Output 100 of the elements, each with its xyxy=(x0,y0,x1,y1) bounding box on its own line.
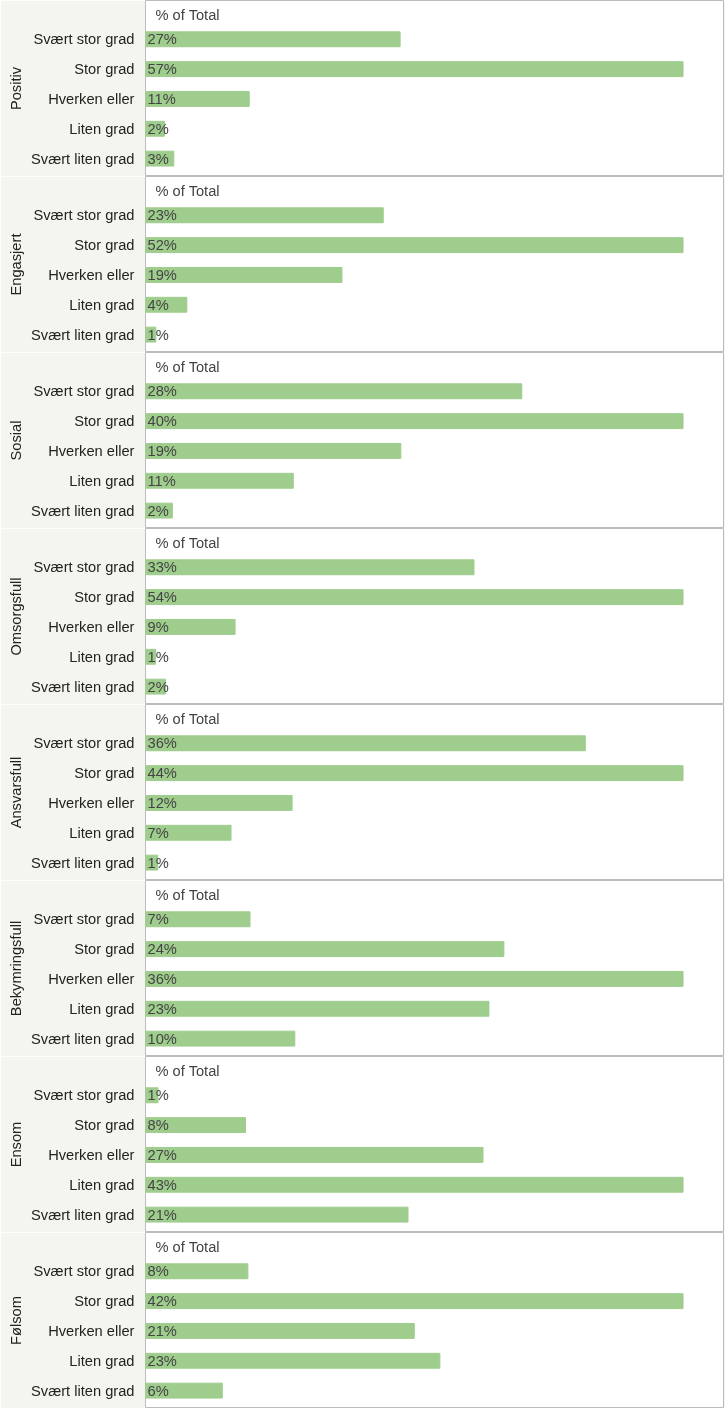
data-label: 57% xyxy=(147,61,177,78)
data-label: 36% xyxy=(147,970,177,987)
bar xyxy=(145,794,293,811)
bar xyxy=(145,911,251,928)
y-tick-label: Svært stor grad xyxy=(33,911,135,928)
data-label: 43% xyxy=(147,1176,177,1193)
data-label: 1% xyxy=(147,1087,169,1104)
bar xyxy=(145,735,586,752)
x-axis-title: % of Total xyxy=(155,1238,220,1255)
data-label: 10% xyxy=(147,1030,177,1047)
bar xyxy=(145,1117,247,1134)
x-axis-title: % of Total xyxy=(155,182,220,199)
data-label: 27% xyxy=(147,31,177,48)
bar xyxy=(145,941,505,958)
data-label: 11% xyxy=(147,472,176,489)
bar xyxy=(145,61,684,78)
y-tick-label: Svært stor grad xyxy=(33,559,135,576)
y-tick-label: Hverken eller xyxy=(48,266,135,283)
x-axis-title: % of Total xyxy=(155,358,220,375)
data-label: 7% xyxy=(147,824,169,841)
y-tick-label: Liten grad xyxy=(69,824,135,841)
data-label: 12% xyxy=(147,794,177,811)
data-label: 4% xyxy=(147,296,169,313)
text: Ansvarsfull xyxy=(7,756,24,829)
y-tick-label: Stor grad xyxy=(74,1293,135,1310)
data-label: 33% xyxy=(147,559,177,576)
y-tick-label: Stor grad xyxy=(74,237,135,254)
x-axis-title: % of Total xyxy=(155,1062,220,1079)
data-label: 36% xyxy=(147,735,177,752)
bar xyxy=(145,1382,223,1399)
y-tick-label: Hverken eller xyxy=(48,90,135,107)
data-label: 23% xyxy=(147,207,177,224)
y-tick-label: Hverken eller xyxy=(48,1146,135,1163)
data-label: 8% xyxy=(147,1117,169,1134)
bar xyxy=(145,207,384,224)
data-label: 11% xyxy=(147,90,176,107)
text: Positiv xyxy=(7,66,24,111)
y-tick-label: Hverken eller xyxy=(48,442,135,459)
bar xyxy=(145,1293,684,1310)
y-tick-label: Stor grad xyxy=(74,61,135,78)
data-label: 21% xyxy=(147,1322,177,1339)
y-tick-label: Svært liten grad xyxy=(31,854,135,871)
bar xyxy=(145,970,684,987)
bar xyxy=(145,559,475,576)
y-tick-label: Hverken eller xyxy=(48,1322,135,1339)
data-label: 54% xyxy=(147,589,177,606)
bar xyxy=(145,618,236,635)
y-tick-label: Liten grad xyxy=(69,1352,135,1369)
y-tick-label: Liten grad xyxy=(69,120,135,137)
x-axis-title: % of Total xyxy=(155,886,220,903)
y-tick-label: Svært stor grad xyxy=(33,1263,135,1280)
y-tick-label: Svært stor grad xyxy=(33,207,135,224)
y-tick-label: Svært liten grad xyxy=(31,502,135,519)
data-label: 40% xyxy=(147,413,177,430)
data-label: 52% xyxy=(147,237,177,254)
y-tick-label: Svært liten grad xyxy=(31,150,135,167)
bar xyxy=(145,413,684,430)
data-label: 1% xyxy=(147,854,169,871)
bar xyxy=(145,1030,296,1047)
bar xyxy=(145,1352,441,1369)
bar xyxy=(145,472,294,489)
x-axis-title: % of Total xyxy=(155,6,220,23)
bar xyxy=(145,31,401,48)
text: Sosial xyxy=(7,420,24,461)
bar xyxy=(145,90,250,107)
data-label: 8% xyxy=(147,1263,169,1280)
data-label: 23% xyxy=(147,1352,177,1369)
y-tick-label: Svært liten grad xyxy=(31,1382,135,1399)
y-tick-label: Svært liten grad xyxy=(31,326,135,343)
x-axis-title: % of Total xyxy=(155,710,220,727)
y-tick-label: Stor grad xyxy=(74,765,135,782)
y-tick-label: Liten grad xyxy=(69,1176,135,1193)
y-tick-label: Svært liten grad xyxy=(31,1030,135,1047)
y-tick-label: Stor grad xyxy=(74,1117,135,1134)
data-label: 2% xyxy=(147,502,169,519)
y-tick-label: Hverken eller xyxy=(48,618,135,635)
bar xyxy=(145,765,684,782)
bar xyxy=(145,442,402,459)
y-tick-label: Svært stor grad xyxy=(33,735,135,752)
y-tick-label: Svært liten grad xyxy=(31,1206,135,1223)
text: Omsorgsfull xyxy=(7,577,24,656)
data-label: 27% xyxy=(147,1146,177,1163)
bar xyxy=(145,1322,415,1339)
y-tick-label: Stor grad xyxy=(74,589,135,606)
data-label: 42% xyxy=(147,1293,177,1310)
y-tick-label: Liten grad xyxy=(69,296,135,313)
y-tick-label: Stor grad xyxy=(74,941,135,958)
y-tick-label: Stor grad xyxy=(74,413,135,430)
bar xyxy=(145,589,684,606)
text: Engasjert xyxy=(7,233,24,296)
text: Ensom xyxy=(7,1121,24,1168)
text: Bekymringsfull xyxy=(7,920,24,1017)
y-tick-label: Svært stor grad xyxy=(33,383,135,400)
data-label: 28% xyxy=(147,383,177,400)
data-label: 6% xyxy=(147,1382,169,1399)
data-label: 7% xyxy=(147,911,169,928)
bar xyxy=(145,1176,684,1193)
data-label: 3% xyxy=(147,150,169,167)
bar xyxy=(145,1000,490,1017)
data-label: 9% xyxy=(147,618,169,635)
